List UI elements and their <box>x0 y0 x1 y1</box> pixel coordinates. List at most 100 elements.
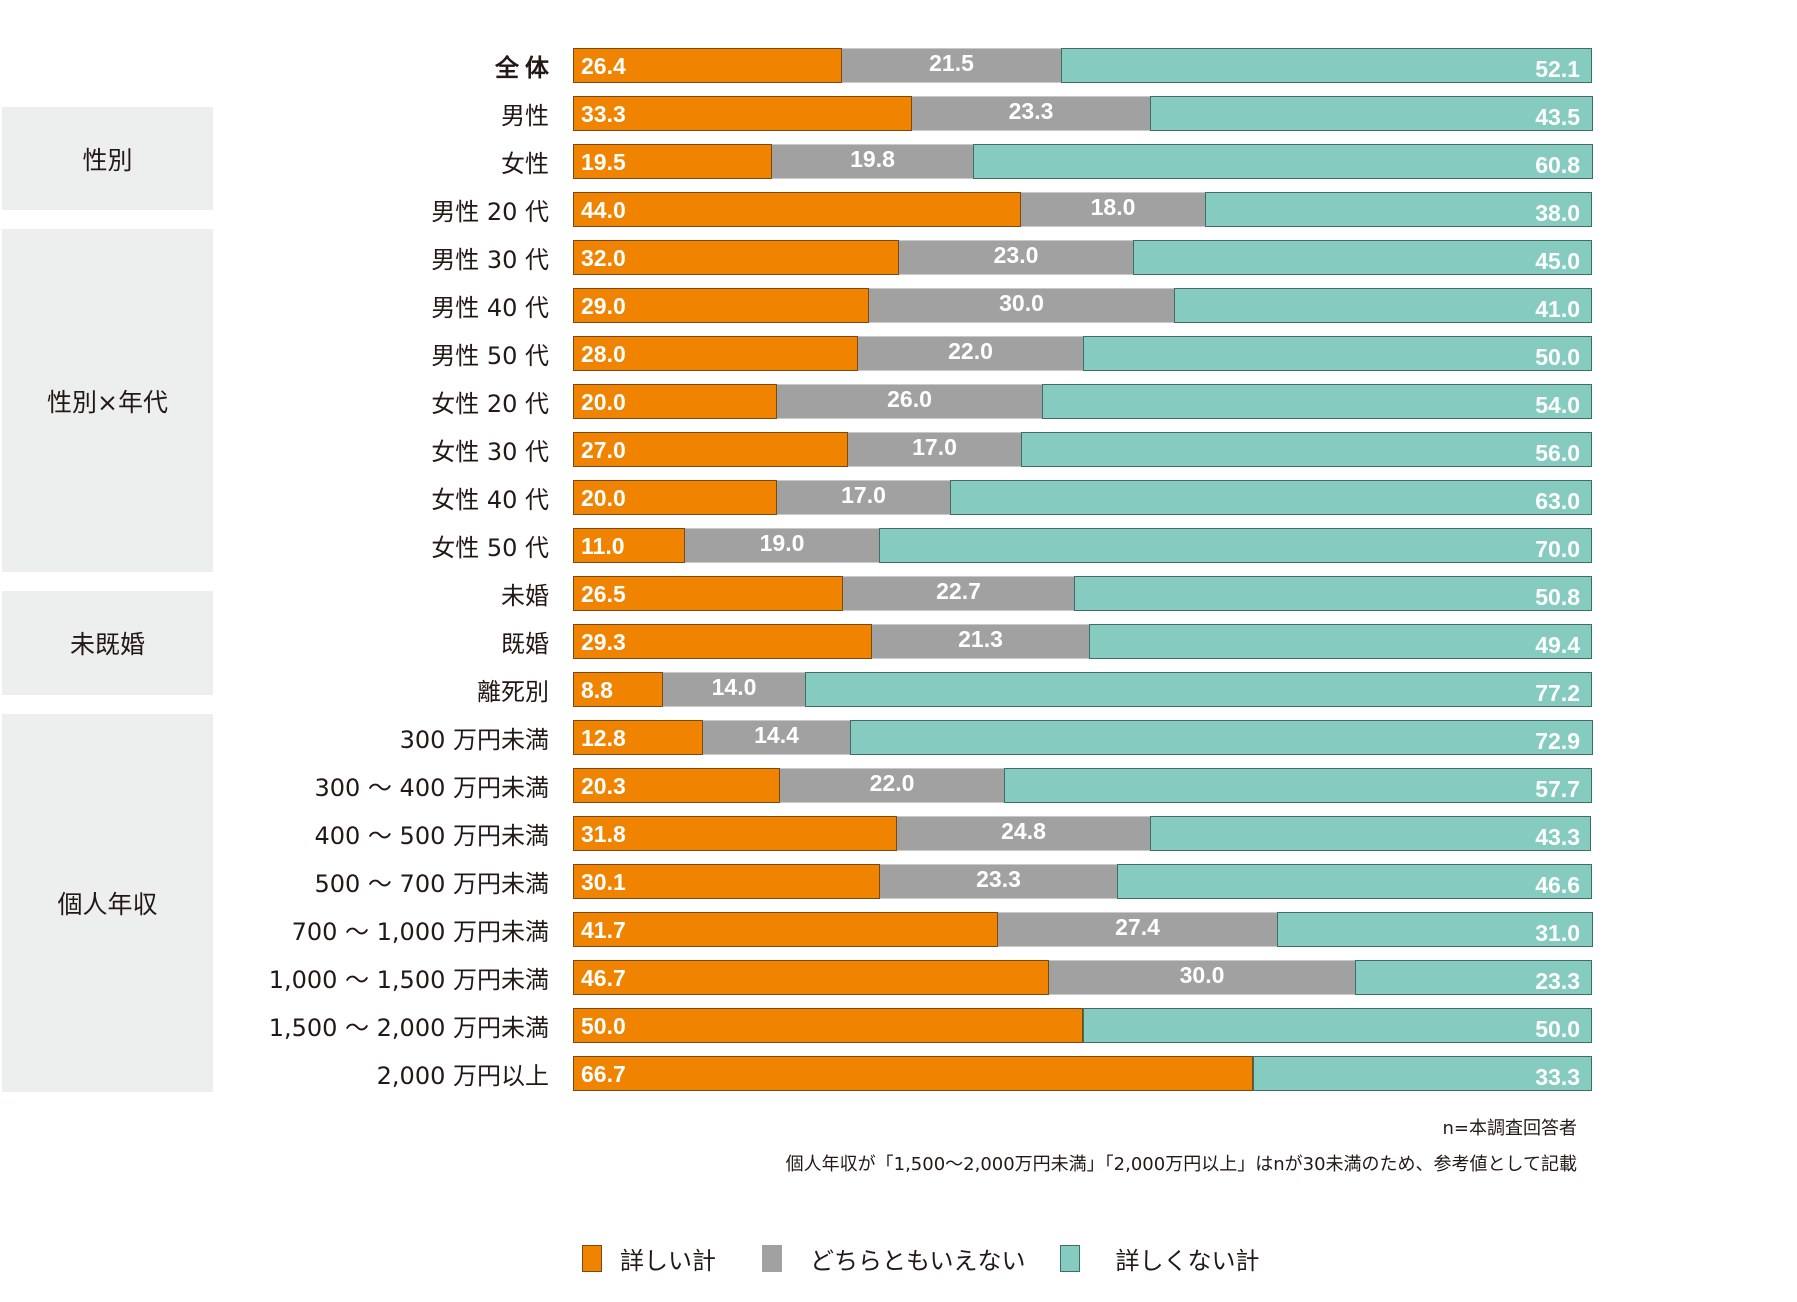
legend: 詳しい計 どちらともいえない 詳しくない計 <box>582 1241 1294 1276</box>
bar-not-detailed <box>1061 48 1592 83</box>
bar-detailed <box>573 384 777 419</box>
bar-detailed <box>573 624 872 659</box>
bar-neutral-label: 23.3 <box>1008 98 1054 124</box>
bar-detailed-label: 30.1 <box>581 869 626 895</box>
bar-detailed <box>573 336 858 371</box>
bar-detailed <box>573 528 685 563</box>
bar-neutral <box>912 96 1150 131</box>
bar-detailed <box>573 480 777 515</box>
bar-neutral-label: 17.0 <box>841 482 886 508</box>
bar-detailed-label: 12.8 <box>581 725 626 751</box>
note-sample: n=本調査回答者 <box>1442 1118 1578 1139</box>
bar-detailed-label: 19.5 <box>581 149 626 175</box>
bar-detailed-label: 26.5 <box>581 581 626 607</box>
bar-neutral <box>843 576 1074 611</box>
bar-row: 19.5 19.8 60.8 <box>573 144 1593 179</box>
bar-neutral <box>899 240 1133 275</box>
bar-not-detailed-label: 57.7 <box>1535 776 1580 802</box>
bar-not-detailed-label: 41.0 <box>1535 296 1580 322</box>
bar-detailed <box>573 672 663 707</box>
bar-not-detailed-label: 38.0 <box>1535 200 1580 226</box>
bar-detailed <box>573 576 843 611</box>
bar-neutral <box>703 720 850 755</box>
bar-detailed <box>573 912 998 947</box>
legend-swatch-not-detailed <box>1059 1244 1080 1272</box>
bar-neutral-label: 22.0 <box>869 770 915 796</box>
bar-not-detailed <box>1004 768 1592 803</box>
bar-neutral-label: 21.5 <box>929 50 974 76</box>
row-label: 既婚 <box>501 630 549 658</box>
bar-row: 41.7 27.4 31.0 <box>573 912 1593 947</box>
group-label: 個人年収 <box>57 890 158 919</box>
bar-neutral-label: 14.0 <box>711 674 757 700</box>
bar-detailed <box>573 960 1049 995</box>
bar-neutral-label: 27.4 <box>1115 914 1160 940</box>
bar-not-detailed-label: 45.0 <box>1535 248 1580 274</box>
bar-not-detailed-label: 50.0 <box>1535 1016 1580 1042</box>
bar-detailed-label: 27.0 <box>581 437 626 463</box>
bar-neutral-label: 24.8 <box>1001 818 1046 844</box>
bar-row: 46.7 30.0 23.3 <box>573 960 1592 995</box>
bar-neutral-label: 19.0 <box>759 530 805 556</box>
legend-label-not-detailed: 詳しくない計 <box>1115 1246 1260 1275</box>
bar-not-detailed <box>1133 240 1592 275</box>
row-label: 全体 <box>495 54 555 82</box>
bar-not-detailed <box>1277 912 1593 947</box>
bar-row: 29.0 30.0 41.0 <box>573 288 1592 323</box>
bar-detailed <box>573 144 772 179</box>
bar-detailed <box>573 288 869 323</box>
bar-detailed-label: 32.0 <box>581 245 626 271</box>
row-label: 700 〜 1,000 万円未満 <box>291 918 549 946</box>
bar-not-detailed <box>1074 576 1592 611</box>
legend-item-neutral: どちらともいえない <box>762 1241 1026 1276</box>
bar-detailed-label: 31.8 <box>581 821 626 847</box>
bar-not-detailed-label: 46.6 <box>1535 872 1580 898</box>
bar-not-detailed-label: 52.1 <box>1535 56 1580 82</box>
row-label: 400 〜 500 万円未満 <box>314 822 549 850</box>
bar-detailed-label: 28.0 <box>581 341 626 367</box>
bar-detailed-label: 20.0 <box>581 389 626 415</box>
bar-detailed <box>573 96 912 131</box>
bar-not-detailed <box>1021 432 1592 467</box>
row-label: 離死別 <box>477 678 549 706</box>
bar-neutral <box>685 528 879 563</box>
bar-row: 12.8 14.4 72.9 <box>573 720 1593 755</box>
row-label: 300 〜 400 万円未満 <box>314 774 549 802</box>
bar-not-detailed-label: 63.0 <box>1535 488 1580 514</box>
bar-neutral-label: 26.0 <box>887 386 932 412</box>
bar-detailed-label: 33.3 <box>581 101 626 127</box>
bar-not-detailed <box>950 480 1592 515</box>
bar-detailed-label: 46.7 <box>581 965 626 991</box>
note-caveat: 個人年収が「1,500〜2,000万円未満」「2,000万円以上」はnが30未満… <box>785 1154 1577 1175</box>
bar-row: 31.8 24.8 43.3 <box>573 816 1592 851</box>
bar-not-detailed <box>1083 1008 1592 1043</box>
row-label: 1,500 〜 2,000 万円未満 <box>268 1014 549 1042</box>
bar-not-detailed-label: 43.3 <box>1535 824 1580 850</box>
bar-neutral-label: 14.4 <box>754 722 799 748</box>
bar-neutral-label: 21.3 <box>958 626 1003 652</box>
bar-detailed <box>573 192 1021 227</box>
bar-neutral <box>780 768 1004 803</box>
bar-row: 20.0 17.0 63.0 <box>573 480 1592 515</box>
bar-detailed <box>573 816 897 851</box>
row-label: 300 万円未満 <box>399 726 549 754</box>
bar-neutral <box>772 144 973 179</box>
bar-row: 26.5 22.7 50.8 <box>573 576 1592 611</box>
bar-not-detailed <box>1253 1056 1592 1091</box>
bar-neutral-label: 23.3 <box>976 866 1021 892</box>
bar-not-detailed <box>1174 288 1592 323</box>
bar-not-detailed <box>1083 336 1592 371</box>
legend-swatch-detailed <box>582 1244 602 1272</box>
row-label: 女性 <box>501 150 549 178</box>
bar-not-detailed <box>973 144 1593 179</box>
bar-detailed <box>573 240 899 275</box>
group-box: 性別×年代 <box>2 229 213 572</box>
bar-not-detailed-label: 50.0 <box>1535 344 1580 370</box>
bar-detailed-label: 44.0 <box>581 197 626 223</box>
bar-row: 44.0 18.0 38.0 <box>573 192 1592 227</box>
row-label: 男性 40 代 <box>431 294 549 322</box>
bar-row: 20.3 22.0 57.7 <box>573 768 1592 803</box>
bar-not-detailed <box>1089 624 1592 659</box>
bar-neutral-label: 18.0 <box>1090 194 1136 220</box>
group-label: 性別 <box>82 145 133 175</box>
